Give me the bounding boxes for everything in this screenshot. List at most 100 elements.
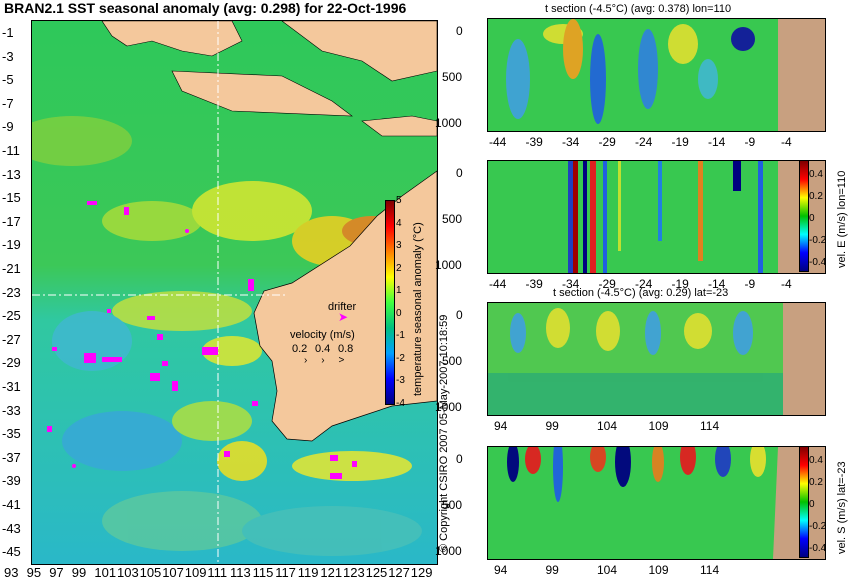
colorbar-tick-label: 0 (396, 307, 402, 319)
depth-tick-label: 1000 (435, 544, 462, 558)
panel1-svg (488, 19, 825, 131)
x-tick-label: -34 (562, 135, 580, 149)
lon-tick-label: 99 (71, 565, 87, 580)
x-tick-label: -4 (781, 135, 792, 149)
depth-tick-label: 1000 (435, 400, 462, 414)
depth-tick-label: 1000 (435, 116, 462, 130)
lat-tick-label: -37 (2, 449, 21, 465)
map-svg (32, 21, 437, 564)
colorbar-tick-label: 5 (396, 195, 402, 206)
colorbar-tick-label: -2 (396, 352, 405, 364)
panel-colorbar-tick-label: -0.4 (809, 543, 827, 554)
velocity-arrows: › › > (304, 355, 345, 366)
x-tick-label: 99 (545, 419, 559, 433)
lon-tick-label: 123 (343, 565, 365, 580)
lat-tick-label: -29 (2, 355, 21, 371)
panel-colorbar-tick-label: 0 (809, 213, 815, 224)
x-tick-label: -19 (671, 135, 689, 149)
section-panel-3 (487, 302, 826, 416)
colorbar-tick-label: 1 (396, 285, 402, 296)
velocity-scale-0: 0.2 (292, 343, 308, 355)
panel2-side-label: vel. E (m/s) lon=110 (836, 170, 848, 268)
x-tick-label: 114 (700, 563, 720, 577)
colorbar-tick-label: 3 (396, 240, 402, 251)
lat-tick-label: -39 (2, 473, 21, 489)
lat-tick-label: -21 (2, 261, 21, 276)
colorbar-tick-label: -3 (396, 375, 405, 386)
x-tick-label: 109 (648, 563, 669, 577)
lat-tick-label: -15 (2, 190, 21, 206)
lat-tick-label: -31 (2, 379, 21, 394)
lat-tick-label: -5 (2, 72, 14, 88)
panel-colorbar-tick-label: -0.4 (809, 257, 827, 268)
lon-tick-label: 115 (252, 565, 274, 580)
x-tick-label: 104 (597, 419, 618, 433)
velocity-scale-2: 0.8 (338, 343, 354, 355)
depth-tick-label: 0 (456, 452, 463, 466)
lat-tick-label: -7 (2, 95, 14, 111)
lat-tick-label: -11 (2, 143, 20, 158)
lon-tick-label: 101 (94, 565, 117, 580)
lat-tick-label: -45 (2, 544, 21, 560)
depth-tick-label: 500 (442, 498, 463, 512)
lon-tick-label: 105 (139, 565, 162, 580)
x-tick-label: -39 (525, 135, 543, 149)
sst-anomaly-map: drifter ➤ velocity (m/s) 0.2 0.4 0.8 › ›… (31, 20, 438, 565)
x-tick-label: 114 (700, 419, 720, 433)
lat-tick-label: -9 (2, 119, 14, 135)
depth-tick-label: 0 (456, 24, 463, 38)
x-tick-label: -34 (562, 277, 580, 291)
lat-tick-label: -33 (2, 402, 21, 418)
lat-tick-label: -25 (2, 308, 21, 324)
panel-colorbar-tick-label: 0 (809, 499, 815, 510)
lon-tick-label: 125 (365, 565, 388, 580)
drifter-label: drifter (328, 301, 357, 313)
map-colorbar-label: temperature seasonal anomaly (°C) (412, 222, 424, 396)
depth-tick-label: 500 (442, 212, 463, 226)
lat-tick-label: -13 (2, 166, 21, 182)
lon-tick-label: 127 (388, 565, 410, 580)
x-tick-label: 94 (494, 563, 508, 577)
section-panel-2 (487, 160, 826, 274)
land-timor (361, 115, 437, 137)
panel-colorbar-tick-label: 0.4 (809, 169, 823, 180)
panel2-colorbar (799, 160, 809, 272)
lon-tick-label: 107 (162, 565, 184, 580)
x-tick-label: -24 (635, 277, 653, 291)
panel1-title: t section (-4.5°C) (avg: 0.378) lon=110 (545, 3, 732, 15)
x-tick-label: 104 (597, 563, 618, 577)
drifter-legend-marker: ➤ (338, 310, 349, 324)
panel4-side-label: vel. S (m/s) lat=-23 (836, 461, 848, 554)
depth-tick-label: 0 (456, 166, 463, 180)
drifter-markers (47, 201, 357, 479)
lat-tick-label: -43 (2, 520, 21, 536)
colorbar-tick-label: -1 (396, 330, 405, 341)
lat-tick-label: -3 (2, 48, 14, 64)
lat-tick-label: -19 (2, 237, 21, 253)
lon-tick-label: 113 (230, 565, 251, 580)
panel4-colorbar (799, 446, 809, 558)
land-indonesia (101, 21, 437, 117)
depth-tick-label: 1000 (435, 258, 462, 272)
x-tick-label: 99 (545, 563, 559, 577)
x-tick-label: -4 (781, 277, 792, 291)
x-tick-label: -44 (489, 135, 507, 149)
x-tick-label: -39 (525, 277, 543, 291)
colorbar-tick-label: -4 (396, 397, 405, 409)
panel-colorbar-tick-label: 0.2 (809, 477, 823, 488)
x-tick-label: 94 (494, 419, 508, 433)
x-tick-label: -9 (744, 277, 756, 291)
lat-tick-label: -41 (2, 497, 21, 512)
main-title: BRAN2.1 SST seasonal anomaly (avg: 0.298… (4, 0, 407, 16)
section-panel-4 (487, 446, 826, 560)
colorbar-tick-label: 2 (396, 262, 402, 274)
velocity-label: velocity (m/s) (290, 329, 355, 341)
x-tick-label: -19 (671, 277, 689, 291)
panel-colorbar-tick-label: 0.4 (809, 455, 823, 466)
x-tick-label: -29 (598, 135, 616, 149)
lat-tick-label: -17 (2, 213, 21, 229)
lon-tick-label: 97 (49, 565, 64, 580)
x-tick-label: -44 (489, 277, 507, 291)
panel3-svg (488, 303, 825, 415)
x-tick-label: 109 (648, 419, 669, 433)
